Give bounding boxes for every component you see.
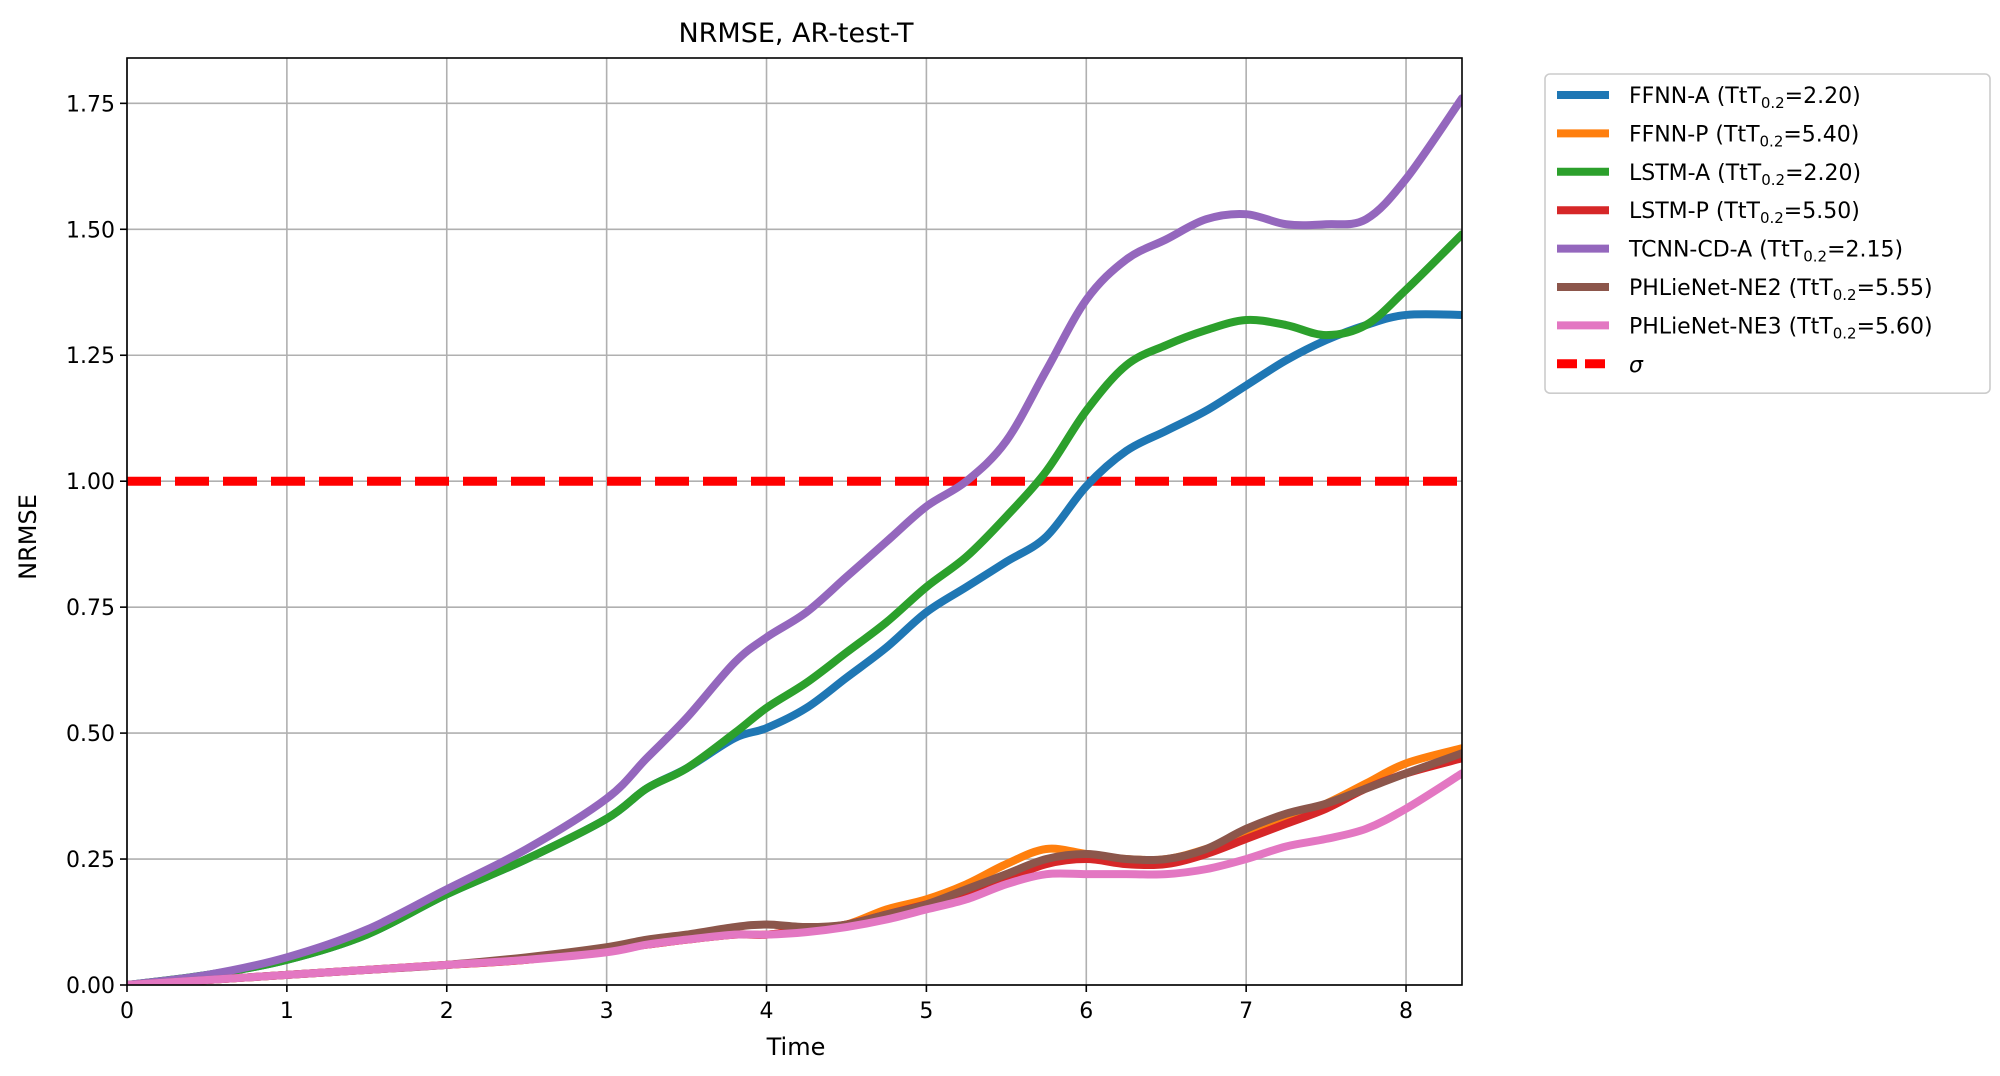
y-tick-label: 0.00 (66, 974, 115, 999)
legend-entry-sigma: σ (1629, 353, 1644, 378)
plot-frame (126, 57, 1463, 986)
y-axis-ticks: 0.00 0.25 0.50 0.75 1.00 1.25 1.50 1.75 (66, 92, 127, 999)
y-tick-label: 0.25 (66, 848, 115, 873)
x-tick-label: 5 (919, 999, 933, 1024)
x-tick-label: 3 (600, 999, 614, 1024)
y-tick-label: 1.75 (66, 92, 115, 117)
series-line-phlienet-ne3 (127, 769, 1462, 985)
x-axis-ticks: 0 1 2 3 4 5 6 7 8 (120, 985, 1413, 1024)
y-axis-label: NRMSE (14, 494, 42, 580)
legend-entry: LSTM-P (TtT0.2=5.50) (1629, 199, 1860, 227)
x-tick-label: 1 (280, 999, 294, 1024)
series-group (127, 94, 1462, 985)
x-tick-label: 7 (1239, 999, 1253, 1024)
y-tick-label: 0.50 (66, 722, 115, 747)
y-tick-label: 1.50 (66, 218, 115, 243)
legend-entry: TCNN-CD-A (TtT0.2=2.15) (1628, 238, 1903, 266)
plot-lines (127, 94, 1462, 985)
y-tick-label: 0.75 (66, 596, 115, 621)
chart-title: NRMSE, AR-test-T (678, 18, 914, 49)
legend-entry: PHLieNet-NE3 (TtT0.2=5.60) (1629, 314, 1933, 342)
x-tick-label: 6 (1079, 999, 1093, 1024)
legend-entry: LSTM-A (TtT0.2=2.20) (1629, 161, 1861, 189)
x-tick-label: 0 (120, 999, 134, 1024)
legend-box (1544, 73, 1991, 395)
y-tick-label: 1.25 (66, 344, 115, 369)
legend-entry: FFNN-A (TtT0.2=2.20) (1629, 84, 1861, 112)
x-axis-label: Time (766, 1033, 826, 1061)
x-tick-label: 8 (1399, 999, 1413, 1024)
legend-entry: FFNN-P (TtT0.2=5.40) (1629, 122, 1859, 150)
legend-entry: PHLieNet-NE2 (TtT0.2=5.55) (1629, 276, 1933, 304)
y-tick-label: 1.00 (66, 470, 115, 495)
series-line-lstm-a (127, 230, 1462, 985)
x-tick-label: 2 (440, 999, 454, 1024)
series-line-tcnn-cd-a (127, 94, 1462, 985)
x-tick-label: 4 (760, 999, 774, 1024)
legend: FFNN-A (TtT0.2=2.20) FFNN-P (TtT0.2=5.40)… (1544, 73, 1991, 395)
